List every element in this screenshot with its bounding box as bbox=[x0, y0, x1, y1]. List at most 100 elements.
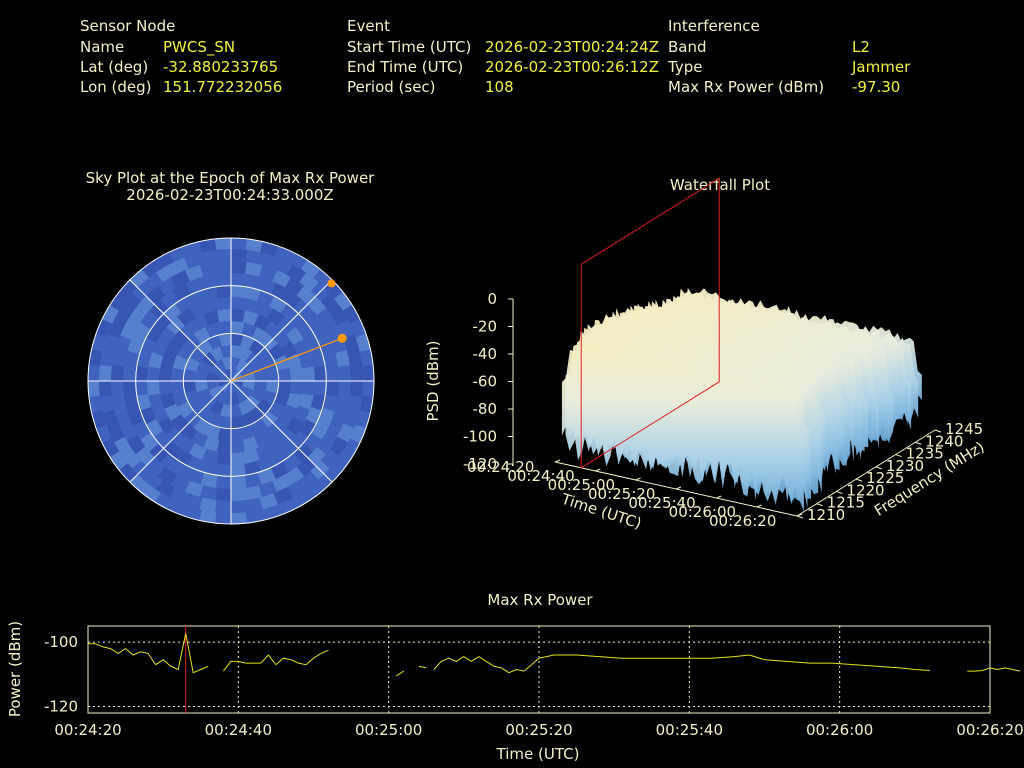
sky-noise-cell bbox=[289, 367, 303, 381]
sky-noise-cell bbox=[203, 310, 220, 326]
interference-power-label: Max Rx Power (dBm) bbox=[668, 78, 825, 96]
power-plot-x-tick-label: 00:24:20 bbox=[54, 721, 121, 739]
waterfall-frequency-tick-label: 1235 bbox=[906, 445, 944, 463]
sky-noise-cell bbox=[269, 295, 288, 313]
sky-noise-cell bbox=[307, 446, 327, 466]
interference-type-label: Type bbox=[668, 58, 703, 76]
sky-noise-cell bbox=[310, 394, 326, 411]
sensor-node-title: Sensor Node bbox=[80, 17, 176, 35]
waterfall-time-tick bbox=[716, 495, 722, 499]
sky-noise-cell bbox=[171, 270, 190, 288]
sky-noise-cell bbox=[240, 334, 255, 350]
interference-band-label: Band bbox=[668, 38, 707, 56]
sky-noise-cell bbox=[193, 418, 211, 436]
event-period-value: 108 bbox=[485, 78, 514, 96]
sky-noise-cell bbox=[129, 268, 149, 288]
sky-noise-cell bbox=[118, 463, 138, 483]
sky-noise-cell bbox=[254, 314, 271, 332]
waterfall-time-tick bbox=[756, 504, 762, 508]
sky-plot-title: Sky Plot at the Epoch of Max Rx Power bbox=[85, 169, 375, 187]
sky-noise-cell bbox=[242, 436, 259, 452]
sky-noise-cell bbox=[195, 381, 209, 393]
waterfall-psd-tick-label: -20 bbox=[473, 318, 498, 336]
sky-noise-cell bbox=[217, 439, 231, 453]
sky-noise-cell bbox=[342, 304, 361, 324]
sky-noise-cell bbox=[231, 476, 247, 489]
sky-noise-cell bbox=[265, 381, 280, 394]
sky-noise-cell bbox=[127, 408, 144, 426]
power-plot-x-tick-label: 00:25:00 bbox=[355, 721, 422, 739]
sky-noise-cell bbox=[127, 307, 146, 327]
sky-noise-cell bbox=[199, 238, 217, 253]
sky-noise-cell bbox=[132, 322, 151, 342]
sky-noise-cell bbox=[209, 400, 224, 416]
sky-noise-cell bbox=[274, 355, 290, 371]
sky-noise-cell bbox=[197, 339, 213, 356]
sky-noise-cell bbox=[267, 308, 285, 326]
sky-noise-cell bbox=[88, 349, 103, 367]
sky-noise-cell bbox=[299, 272, 319, 292]
sensor-lon-value: 151.772232056 bbox=[163, 78, 283, 96]
power-series-segment bbox=[222, 649, 329, 672]
sky-noise-cell bbox=[135, 296, 155, 316]
waterfall-frequency-tick bbox=[816, 503, 823, 507]
sky-noise-cell bbox=[101, 438, 120, 458]
sky-noise-cell bbox=[164, 341, 182, 358]
sky-noise-cell bbox=[216, 285, 231, 298]
interference-type-value: Jammer bbox=[852, 58, 911, 76]
sky-noise-cell bbox=[129, 474, 149, 494]
sky-noise-cell bbox=[154, 251, 174, 270]
sky-noise-cell bbox=[140, 432, 159, 452]
sky-noise-cell bbox=[215, 488, 231, 502]
sky-marker-point bbox=[337, 333, 347, 343]
sky-noise-cell bbox=[238, 400, 253, 416]
waterfall-psd-tick-label: -60 bbox=[473, 373, 498, 391]
sky-noise-cell bbox=[217, 427, 231, 442]
sky-plot-marker-layer bbox=[230, 279, 347, 382]
waterfall-ridge bbox=[561, 344, 804, 512]
power-series-segment bbox=[395, 670, 404, 677]
waterfall-time-tick bbox=[595, 468, 601, 472]
sky-noise-cell bbox=[141, 259, 161, 278]
event-end-value: 2026-02-23T00:26:12Z bbox=[485, 58, 659, 76]
sky-noise-cell bbox=[145, 324, 163, 343]
power-series-segment bbox=[967, 667, 1021, 672]
sky-noise-cell bbox=[334, 291, 353, 311]
sky-noise-cell bbox=[221, 356, 231, 370]
waterfall-psd-tick-label: -80 bbox=[473, 400, 498, 418]
event-start-label: Start Time (UTC) bbox=[347, 38, 472, 56]
sky-noise-cell bbox=[231, 381, 244, 387]
sky-noise-cell bbox=[231, 285, 246, 298]
sky-noise-cell bbox=[158, 417, 176, 435]
sky-noise-cell bbox=[329, 436, 348, 456]
sky-noise-cell bbox=[127, 336, 144, 354]
sky-noise-cell bbox=[156, 264, 176, 283]
sky-noise-cell bbox=[225, 369, 231, 381]
sky-noise-cell bbox=[160, 392, 176, 409]
sky-noise-cell bbox=[147, 381, 161, 396]
sky-noise-cell bbox=[124, 394, 139, 412]
waterfall-frequency-tick bbox=[855, 478, 863, 482]
power-plot-y-tick-label: -120 bbox=[44, 698, 78, 716]
sky-noise-cell bbox=[231, 392, 241, 406]
sky-noise-cell bbox=[182, 381, 197, 394]
sky-noise-cell bbox=[242, 371, 256, 381]
sky-noise-cell bbox=[280, 341, 298, 358]
waterfall-time-tick-label: 00:25:00 bbox=[548, 476, 615, 494]
waterfall-title: Waterfall Plot bbox=[669, 176, 771, 194]
sky-noise-cell bbox=[145, 419, 163, 438]
sky-noise-cell bbox=[208, 385, 223, 398]
sky-noise-cell bbox=[286, 392, 302, 409]
sky-noise-cell bbox=[285, 277, 305, 296]
sky-noise-cell bbox=[251, 326, 269, 344]
power-plot-x-tick-label: 00:25:20 bbox=[505, 721, 572, 739]
waterfall-frequency-tick-label: 1245 bbox=[945, 420, 983, 438]
sky-noise-cell bbox=[177, 308, 195, 326]
sky-noise-cell bbox=[301, 259, 321, 278]
sky-noise-cell bbox=[122, 293, 142, 313]
sky-noise-cell bbox=[274, 391, 290, 407]
sky-noise-cell bbox=[109, 451, 128, 471]
sky-noise-cell bbox=[272, 270, 291, 288]
waterfall-time-tick bbox=[554, 459, 561, 463]
